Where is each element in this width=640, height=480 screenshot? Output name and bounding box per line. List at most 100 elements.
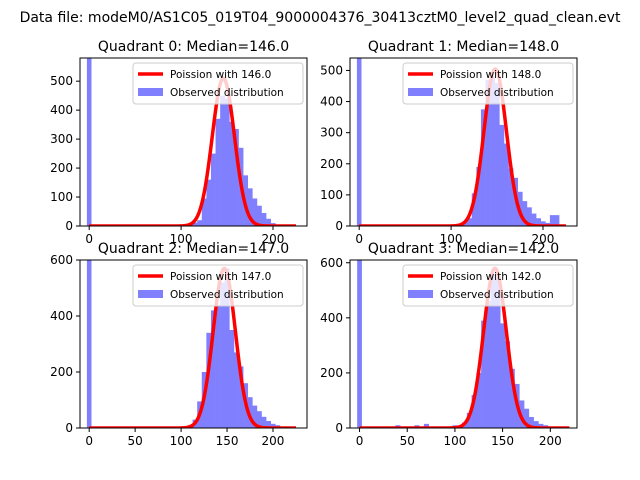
histogram-bar: [86, 58, 92, 226]
histogram-bar: [549, 215, 555, 226]
y-tick-label: 0: [335, 219, 343, 233]
legend-patch-icon: [408, 290, 433, 298]
histogram-bar: [495, 277, 501, 428]
histogram-bar: [224, 268, 230, 428]
legend-label: Observed distribution: [440, 289, 554, 301]
chart-panel-3: 0 50 100 150 200 0 200 400 600 Quadrant 3: Median…: [320, 241, 578, 448]
histogram-bar: [247, 188, 253, 226]
histogram-bar: [201, 198, 207, 226]
histogram-bar: [494, 82, 500, 226]
histogram-bar: [481, 320, 487, 428]
panel-title: Quadrant 1: Median=148.0: [368, 39, 559, 55]
plot-area: [86, 58, 298, 226]
y-tick-label: 400: [50, 309, 73, 323]
panel-title: Quadrant 0: Median=146.0: [98, 39, 289, 55]
histogram-bar: [233, 352, 239, 428]
histogram-bar: [471, 394, 477, 428]
y-tick-label: 400: [50, 103, 73, 117]
histogram-bar: [252, 405, 258, 428]
y-tick-label: 200: [320, 157, 343, 171]
histogram-bar: [192, 222, 198, 226]
histogram-bar: [206, 332, 212, 428]
x-tick-label: 100: [170, 434, 193, 448]
histogram-bar: [485, 79, 491, 226]
legend: Poission with 142.0 Observed distribution: [402, 264, 574, 307]
legend-label: Observed distribution: [440, 87, 554, 99]
legend-label: Observed distribution: [170, 87, 284, 99]
histogram-bar: [261, 416, 267, 428]
plot-area: [86, 260, 298, 428]
figure-title: Data file: modeM0/AS1C05_019T04_90000043…: [20, 10, 621, 26]
histogram-bar: [256, 411, 262, 428]
histogram-bar: [504, 341, 511, 428]
histogram-bar: [197, 220, 203, 226]
histogram-bar: [522, 201, 528, 226]
histogram-bar: [238, 366, 244, 428]
histogram-bar: [528, 416, 534, 428]
histogram-bar: [357, 260, 362, 428]
histogram-bar: [538, 423, 544, 428]
poisson-curve: [357, 67, 568, 226]
histogram-bar: [233, 128, 239, 226]
histogram-bar: [252, 198, 258, 226]
histogram-bar: [476, 166, 482, 226]
histogram-bar: [215, 304, 221, 428]
y-tick-label: 0: [65, 421, 73, 435]
histogram-bar: [86, 260, 92, 428]
panel-title: Quadrant 3: Median=142.0: [368, 241, 559, 257]
histogram-bar: [503, 143, 509, 226]
histogram-bar: [261, 212, 267, 226]
histogram-bar: [509, 368, 515, 428]
poisson-curve: [87, 266, 298, 428]
y-tick-label: 0: [335, 421, 343, 435]
y-tick-label: 200: [50, 161, 73, 175]
histogram-bar: [220, 282, 226, 428]
histogram-bar: [229, 330, 235, 428]
legend-patch-icon: [138, 290, 163, 298]
x-tick-label: 100: [443, 434, 466, 448]
legend: Poission with 147.0 Observed distribution: [132, 264, 304, 307]
histogram-bar: [490, 76, 496, 226]
x-tick-label: 0: [355, 232, 363, 246]
plot-area: [356, 58, 568, 226]
histogram-bar: [467, 218, 473, 226]
x-tick-label: 200: [539, 434, 562, 448]
y-tick-label: 600: [320, 256, 343, 270]
legend-label: Poission with 147.0: [170, 271, 271, 283]
y-tick-label: 0: [65, 219, 73, 233]
x-tick-label: 150: [491, 434, 514, 448]
chart-panel-2: 0 50 100 150 200 0 200 400 600 Quadrant 2: Median…: [50, 241, 308, 448]
histogram-bar: [266, 218, 271, 226]
x-tick-label: 0: [356, 434, 364, 448]
histogram-bar: [554, 215, 560, 226]
histogram-bar: [224, 98, 230, 226]
histogram-bar: [480, 109, 486, 226]
x-tick-label: 50: [400, 434, 415, 448]
legend: Poission with 148.0 Observed distribution: [402, 62, 574, 105]
histogram-bar: [220, 95, 226, 226]
chart-panel-1: 0 100 200 0 100 200 300 400 500 Quadrant 1: Media…: [320, 39, 578, 246]
panel-title: Quadrant 2: Median=147.0: [98, 241, 289, 257]
y-tick-label: 500: [320, 63, 343, 77]
histogram-bar: [533, 421, 539, 428]
histogram-bar: [256, 205, 262, 226]
histogram-bar: [215, 118, 221, 226]
y-tick-label: 300: [50, 132, 73, 146]
x-tick-label: 100: [170, 232, 193, 246]
x-tick-label: 0: [85, 434, 93, 448]
x-tick-label: 200: [262, 434, 285, 448]
histogram-bar: [500, 323, 506, 428]
histogram-bar: [531, 213, 537, 226]
histogram-bar: [229, 121, 235, 226]
histogram-bar: [524, 408, 530, 428]
chart-panel-0: 0 100 200 0 100 200 300 400 500 Quadrant 0: Media…: [50, 39, 308, 246]
y-tick-label: 100: [320, 188, 343, 202]
axes-frame: [349, 259, 578, 429]
axes-frame: [79, 57, 308, 227]
legend-box: [132, 264, 304, 307]
y-tick-label: 100: [50, 190, 73, 204]
legend-label: Poission with 148.0: [440, 69, 541, 81]
legend-box: [132, 62, 304, 105]
axes-frame: [79, 259, 308, 429]
